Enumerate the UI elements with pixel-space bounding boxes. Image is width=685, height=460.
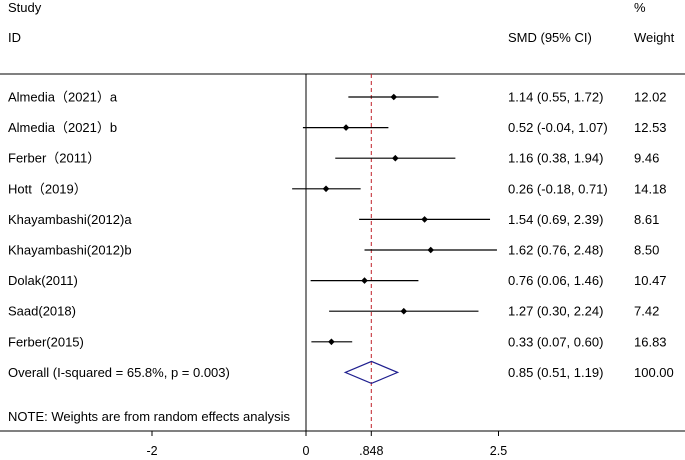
- study-ci-text: 0.52 (-0.04, 1.07): [508, 120, 608, 135]
- overall-weight: 100.00: [634, 365, 674, 380]
- study-label: Almedia（2021）b: [8, 120, 117, 135]
- study-label: Ferber（2011）: [8, 151, 100, 166]
- study-point: [421, 216, 428, 223]
- study-ci-text: 1.62 (0.76, 2.48): [508, 243, 603, 258]
- study-label: Hott（2019）: [8, 181, 87, 196]
- study-label: Dolak(2011): [8, 273, 78, 288]
- study-label: Khayambashi(2012)a: [8, 212, 132, 227]
- study-point: [342, 124, 350, 131]
- x-tick-label: .848: [359, 444, 383, 458]
- study-weight: 8.61: [634, 212, 659, 227]
- header-id: ID: [8, 30, 21, 45]
- x-tick-label: -2: [146, 444, 157, 458]
- header-percent: %: [634, 0, 646, 15]
- study-ci-text: 0.33 (0.07, 0.60): [508, 334, 603, 349]
- study-weight: 10.47: [634, 273, 667, 288]
- study-label: Ferber(2015): [8, 334, 84, 349]
- x-tick-label: 2.5: [490, 444, 507, 458]
- study-label: Almedia（2021）a: [8, 90, 118, 105]
- header-weight: Weight: [634, 30, 675, 45]
- study-ci-text: 1.54 (0.69, 2.39): [508, 212, 603, 227]
- study-point: [328, 338, 335, 346]
- study-ci-text: 0.26 (-0.18, 0.71): [508, 181, 608, 196]
- overall-ci-text: 0.85 (0.51, 1.19): [508, 365, 603, 380]
- x-axis-ticks: -2 0 .848 2.5: [146, 431, 507, 458]
- study-ci-text: 1.14 (0.55, 1.72): [508, 90, 603, 105]
- study-weight: 12.53: [634, 120, 667, 135]
- study-weight: 14.18: [634, 181, 667, 196]
- overall-diamond: [343, 360, 400, 385]
- study-point: [322, 185, 330, 193]
- study-point: [427, 246, 435, 254]
- study-ci-text: 1.16 (0.38, 1.94): [508, 151, 603, 166]
- study-point: [390, 93, 398, 101]
- study-weight: 8.50: [634, 243, 659, 258]
- study-weight: 7.42: [634, 304, 659, 319]
- study-point: [361, 277, 368, 284]
- x-tick-label: 0: [303, 444, 310, 458]
- study-ci-text: 1.27 (0.30, 2.24): [508, 304, 603, 319]
- study-weight: 12.02: [634, 90, 667, 105]
- study-label: Saad(2018): [8, 304, 76, 319]
- study-ci-text: 0.76 (0.06, 1.46): [508, 273, 603, 288]
- study-rows: Almedia（2021）a 1.14 (0.55, 1.72) 12.02 Alme…: [8, 90, 667, 350]
- study-label: Khayambashi(2012)b: [8, 243, 132, 258]
- header-ci: SMD (95% CI): [508, 30, 592, 45]
- study-weight: 9.46: [634, 151, 659, 166]
- note-text: NOTE: Weights are from random effects an…: [8, 409, 291, 424]
- overall-label: Overall (I-squared = 65.8%, p = 0.003): [8, 365, 230, 380]
- study-weight: 16.83: [634, 334, 667, 349]
- study-point: [392, 154, 399, 162]
- study-point: [400, 307, 408, 315]
- header-study: Study: [8, 0, 42, 15]
